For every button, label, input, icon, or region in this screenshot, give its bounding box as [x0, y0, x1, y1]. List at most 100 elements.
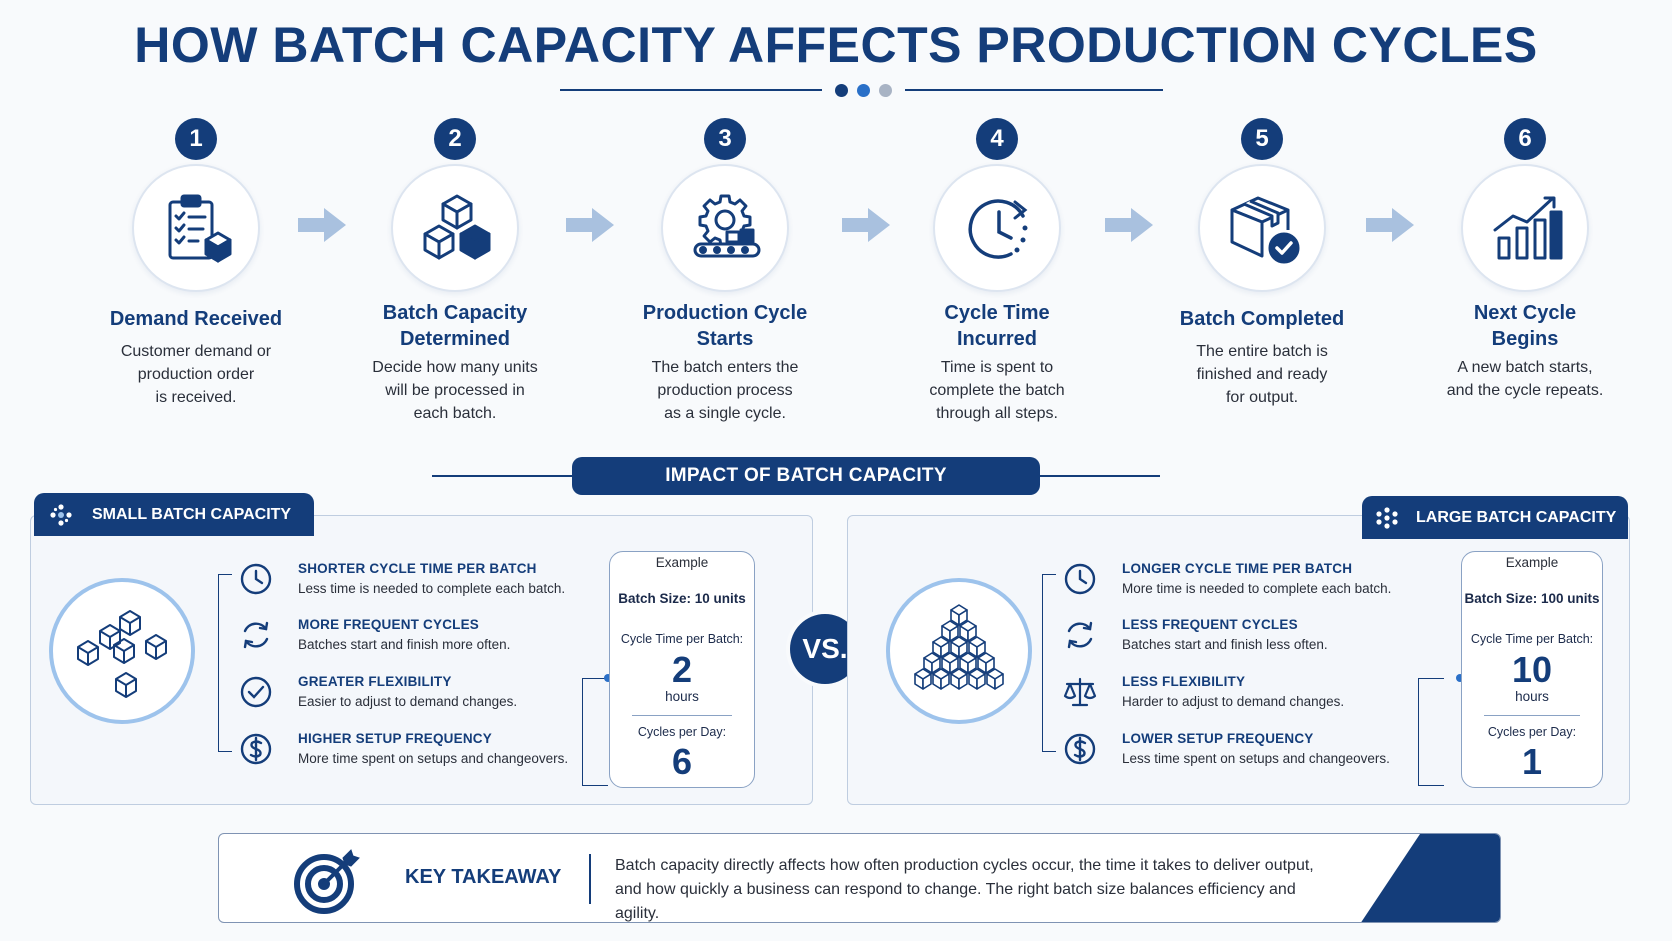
- large-batch-tab: LARGE BATCH CAPACITY: [1362, 496, 1628, 539]
- example-batch-size: Batch Size: 10 units: [618, 591, 746, 606]
- step-title: Batch Capacity Determined: [335, 300, 575, 352]
- cube-shape: [986, 668, 1004, 690]
- large-bracket: [1042, 574, 1056, 752]
- feature-title: LESS FLEXIBILITY: [1122, 674, 1246, 689]
- step-number: 6: [1504, 118, 1546, 160]
- cube-shape: [977, 652, 995, 674]
- step-icon-circle: [933, 164, 1061, 292]
- step-number: 4: [976, 118, 1018, 160]
- takeaway-line: and how quickly a business can respond t…: [615, 881, 1296, 922]
- step-description: A new batch starts, and the cycle repeats…: [1405, 356, 1645, 402]
- example-divider: [632, 715, 732, 716]
- scattered-cubes-icon: [77, 610, 167, 698]
- step-title-line: Batch Capacity: [382, 302, 528, 324]
- key-takeaway-box: KEY TAKEAWAY Batch capacity directly aff…: [218, 833, 1501, 923]
- step-description-line: finished and ready: [1196, 366, 1328, 383]
- step-title: Production Cycle Starts: [605, 300, 845, 352]
- example-cycle-time-unit: hours: [665, 689, 699, 704]
- step-number: 2: [434, 118, 476, 160]
- step-title: Cycle Time Incurred: [877, 300, 1117, 352]
- step-description-line: The entire batch is: [1196, 343, 1328, 360]
- feature-title: HIGHER SETUP FREQUENCY: [298, 731, 492, 746]
- step-description-line: The batch enters the: [651, 359, 799, 376]
- step-title-line: Demand Received: [109, 308, 283, 330]
- step-icon-circle: [661, 164, 789, 292]
- right-arrow-icon: [1105, 208, 1153, 242]
- right-arrow-icon: [298, 208, 346, 242]
- right-arrow-icon: [842, 208, 890, 242]
- large-batch-circle: [886, 578, 1032, 724]
- small-example-card: Example Batch Size: 10 units Cycle Time …: [609, 551, 755, 788]
- impact-banner: IMPACT OF BATCH CAPACITY: [572, 457, 1040, 495]
- cube-shape: [941, 652, 959, 674]
- step-description-line: complete the batch: [929, 382, 1065, 399]
- feature-title: SHORTER CYCLE TIME PER BATCH: [298, 561, 537, 576]
- feature-title: LONGER CYCLE TIME PER BATCH: [1122, 561, 1353, 576]
- connector-dot: [604, 674, 612, 682]
- dollar-icon: [1062, 731, 1098, 767]
- page-title: HOW BATCH CAPACITY AFFECTS PRODUCTION CY…: [134, 17, 1538, 73]
- step-number: 5: [1241, 118, 1283, 160]
- feature-description: Harder to adjust to demand changes.: [1122, 694, 1345, 709]
- check-circle-icon: [238, 674, 274, 710]
- small-batch-circle: [49, 578, 195, 724]
- impact-rule-left: [432, 475, 592, 477]
- feature-description: Easier to adjust to demand changes.: [298, 694, 518, 709]
- cube-shape: [950, 668, 968, 690]
- feature-description: Less time is needed to complete each bat…: [298, 581, 566, 596]
- step-title: Batch Completed: [1142, 306, 1382, 332]
- step-description-line: production process: [657, 382, 793, 399]
- example-label: Example: [1505, 555, 1559, 570]
- cube-shape: [959, 652, 977, 674]
- takeaway-line: Batch capacity directly affects how ofte…: [615, 857, 1314, 874]
- step-description: Decide how many units will be processed i…: [335, 356, 575, 425]
- step-title-line: Batch Completed: [1179, 308, 1345, 330]
- title-divider-left: [560, 89, 822, 91]
- step-description-line: each batch.: [413, 405, 497, 422]
- cube-shape: [968, 636, 986, 658]
- title-dot: [857, 84, 870, 97]
- scale-icon: [1062, 674, 1098, 710]
- right-arrow-icon: [1366, 208, 1414, 242]
- cube-shape: [932, 636, 950, 658]
- small-connector: [582, 678, 608, 786]
- example-cycles-label: Cycles per Day:: [637, 725, 727, 739]
- example-cycle-time-value: 2: [671, 649, 693, 690]
- takeaway-text: Batch capacity directly affects how ofte…: [615, 854, 1335, 922]
- step-description-line: production order: [137, 366, 255, 383]
- cluster-icon: [50, 504, 72, 526]
- cube-shape: [959, 620, 977, 642]
- feature-description: Less time spent on setups and changeover…: [1122, 751, 1390, 766]
- step-description-line: and the cycle repeats.: [1446, 382, 1604, 399]
- step-description-line: Time is spent to: [940, 359, 1054, 376]
- feature-description: Batches start and finish more often.: [298, 637, 511, 652]
- small-batch-label: SMALL BATCH CAPACITY: [92, 506, 292, 523]
- step-description-line: as a single cycle.: [664, 405, 786, 422]
- example-batch-size: Batch Size: 100 units: [1464, 591, 1600, 606]
- title-divider-right: [905, 89, 1163, 91]
- step-title-line: Incurred: [956, 328, 1038, 350]
- example-cycle-time-label: Cycle Time per Batch:: [620, 632, 744, 646]
- target-icon: [294, 849, 360, 914]
- step-description-line: will be processed in: [385, 382, 525, 399]
- cube-shape: [941, 620, 959, 642]
- corner-accent: [1361, 834, 1500, 922]
- title-dot: [879, 84, 892, 97]
- example-cycle-time-unit: hours: [1515, 689, 1549, 704]
- step-icon-circle: [1461, 164, 1589, 292]
- clock-icon: [1062, 561, 1098, 597]
- cube-shape: [923, 652, 941, 674]
- step-title-line: Production Cycle: [642, 302, 808, 324]
- cube-shape: [932, 668, 950, 690]
- small-bracket: [218, 574, 232, 752]
- feature-title: GREATER FLEXIBILITY: [298, 674, 452, 689]
- clock-icon: [238, 561, 274, 597]
- example-divider: [1484, 715, 1580, 716]
- step-description-line: for output.: [1225, 389, 1299, 406]
- cube-shape: [968, 668, 986, 690]
- dollar-icon: [238, 731, 274, 767]
- title-dot: [835, 84, 848, 97]
- step-number: 1: [175, 118, 217, 160]
- refresh-icon: [238, 617, 274, 653]
- step-title-line: Determined: [399, 328, 511, 350]
